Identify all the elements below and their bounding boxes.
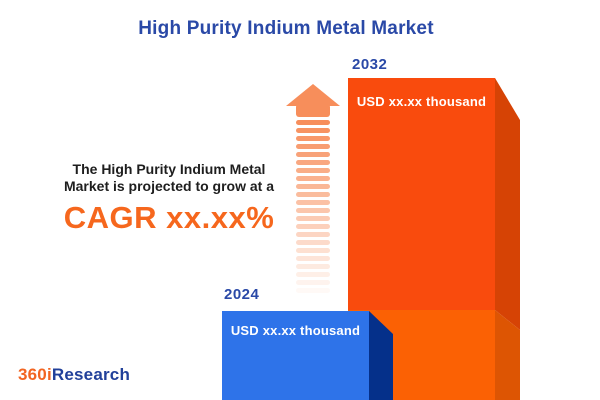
bar-2024-front xyxy=(222,311,369,400)
brand-logo-360i: 360i xyxy=(18,365,52,384)
bar-2032-value-label: USD xx.xx thousand xyxy=(356,94,487,109)
year-label-2024: 2024 xyxy=(224,286,260,303)
description-line1: The High Purity Indium Metal xyxy=(72,161,266,177)
cagr-value: CAGR xx.xx% xyxy=(63,200,275,235)
brand-logo: 360iResearch xyxy=(18,365,130,385)
bar-2032-front xyxy=(348,78,495,310)
description-line2: Market is projected to grow at a xyxy=(63,178,275,194)
market-description: The High Purity Indium Metal Market is p… xyxy=(34,161,304,195)
bar-2032-side xyxy=(495,78,520,330)
year-label-2032: 2032 xyxy=(352,56,388,73)
bar-2024-side xyxy=(369,311,393,400)
brand-logo-research: Research xyxy=(51,365,131,384)
base-box-side xyxy=(495,310,520,400)
arrow-stripes xyxy=(296,120,330,296)
growth-arrow-icon xyxy=(286,84,340,117)
page-title: High Purity Indium Metal Market xyxy=(138,18,434,39)
bar-2024-value-label: USD xx.xx thousand xyxy=(230,323,361,338)
